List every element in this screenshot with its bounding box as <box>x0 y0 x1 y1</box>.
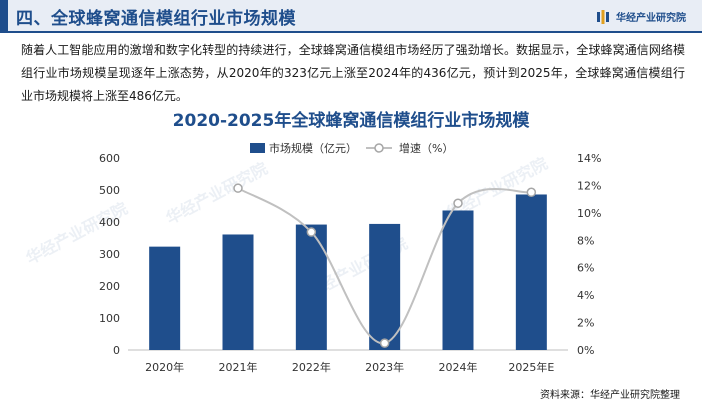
growth-point <box>453 198 463 209</box>
bar <box>295 224 327 350</box>
y-right-tick-label: 0% <box>577 344 594 357</box>
y-left-tick-label: 0 <box>113 344 120 357</box>
legend-bar-label: 市场规模（亿元） <box>269 141 357 155</box>
x-tick-label: 2022年 <box>292 360 331 374</box>
bar <box>222 234 254 350</box>
y-left-tick-label: 600 <box>99 152 120 165</box>
section-title: 四、全球蜂窝通信模组行业市场规模 <box>16 9 296 29</box>
brand: 华经产业研究院 <box>596 9 686 24</box>
bar <box>369 223 401 350</box>
chart-title: 2020-2025年全球蜂窝通信模组行业市场规模 <box>172 111 530 131</box>
bar <box>442 210 474 350</box>
header-underline <box>0 31 702 33</box>
growth-point <box>379 338 390 348</box>
y-right-tick-label: 14% <box>577 152 601 165</box>
growth-point <box>233 183 243 193</box>
y-left-tick-label: 100 <box>99 312 120 325</box>
y-right-tick-label: 12% <box>577 179 601 192</box>
y-left-tick-label: 500 <box>99 184 120 197</box>
header-background <box>0 0 702 31</box>
y-left-tick-label: 200 <box>99 280 120 293</box>
brand-logo-icon <box>597 9 609 24</box>
y-left-tick-label: 300 <box>99 248 120 261</box>
section-header: 四、全球蜂窝通信模组行业市场规模 华经产业研究院 <box>0 0 702 33</box>
header-accent-bar <box>0 0 8 31</box>
source-note: 资料来源：华经产业研究院整理 <box>540 390 680 401</box>
legend-line-marker <box>374 143 384 153</box>
bar <box>149 246 181 350</box>
brand-name: 华经产业研究院 <box>616 13 686 24</box>
growth-point <box>526 187 537 198</box>
y-left-tick-label: 400 <box>99 216 120 229</box>
x-tick-label: 2021年 <box>219 360 258 374</box>
y-right-tick-label: 4% <box>577 289 594 302</box>
x-tick-label: 2025年E <box>508 360 554 374</box>
y-right-tick-label: 10% <box>577 207 601 220</box>
x-tick-label: 2023年 <box>365 360 404 374</box>
x-tick-label: 2024年 <box>439 360 478 374</box>
y-right-tick-label: 8% <box>577 234 594 247</box>
x-tick-label: 2020年 <box>145 360 184 374</box>
y-right-tick-label: 6% <box>577 262 594 275</box>
legend-bar-swatch <box>250 143 265 153</box>
description-paragraph: 随着人工智能应用的激增和数字化转型的持续进行，全球蜂窝通信模组市场经历了强劲增长… <box>21 43 685 103</box>
growth-point <box>306 227 317 237</box>
y-right-tick-label: 2% <box>577 317 594 330</box>
legend-line-label: 增速（%） <box>399 141 453 155</box>
bar <box>515 194 547 350</box>
